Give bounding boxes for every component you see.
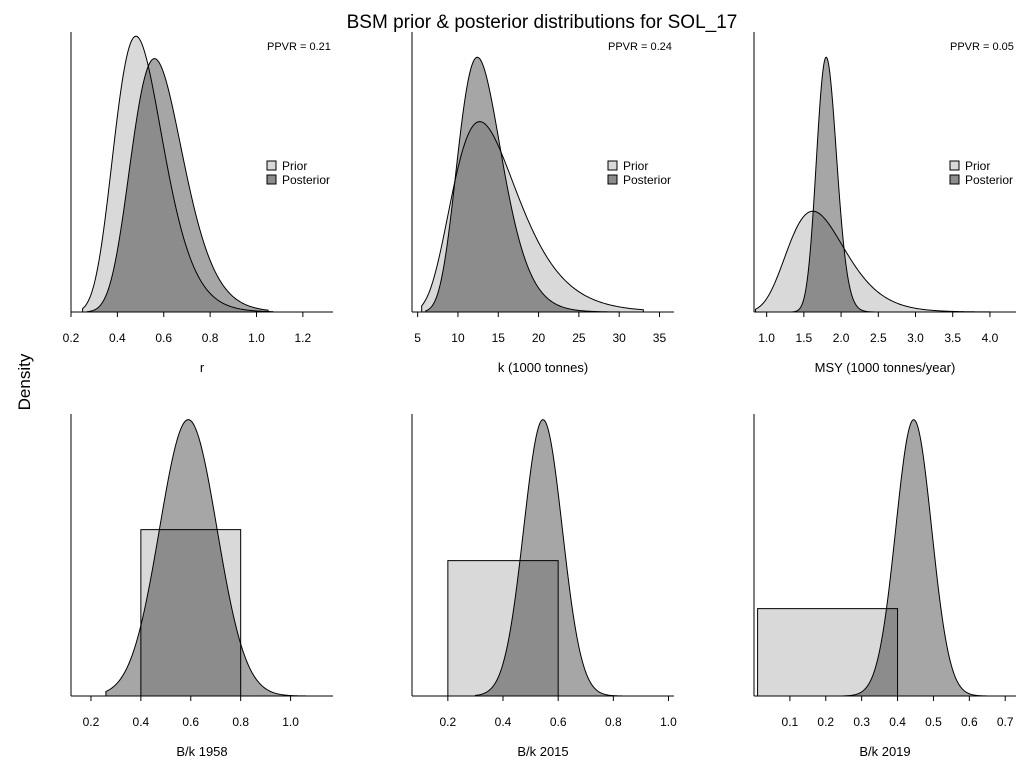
- x-tick-label: 0.8: [202, 331, 219, 345]
- x-tick-label: 0.8: [605, 715, 622, 729]
- y-axis-label: Density: [15, 353, 34, 410]
- x-tick-label: 25: [572, 331, 586, 345]
- legend-label-prior: Prior: [623, 159, 648, 173]
- panel-4: 0.2 0.4 0.6 0.8 1.0 B/k 1958: [70, 414, 333, 759]
- x-tick-label: 20: [532, 331, 546, 345]
- posterior-outline: [792, 56, 879, 313]
- x-tick-label: 0.8: [232, 715, 249, 729]
- x-tick-label: 0.2: [817, 715, 834, 729]
- prior-area: [755, 211, 990, 312]
- x-tick-label: 0.6: [182, 715, 199, 729]
- x-tick-label: 0.6: [961, 715, 978, 729]
- x-tick-label: 3.0: [907, 331, 924, 345]
- panel-6: 0.1 0.2 0.3 0.4 0.5 0.6 0.7 B/k 2019: [753, 414, 1016, 759]
- x-tick-label: 10: [451, 331, 465, 345]
- panel-5: 0.2 0.4 0.6 0.8 1.0 B/k 2015: [411, 414, 677, 759]
- panel-3: 1.0 1.5 2.0 2.5 3.0 3.5 4.0 MSY (1000 tonnes/ye…: [753, 32, 1016, 375]
- x-tick-label: 15: [492, 331, 506, 345]
- x-axis-label: k (1000 tonnes): [498, 360, 588, 375]
- x-tick-label: 1.5: [796, 331, 813, 345]
- x-tick-label: 1.0: [282, 715, 299, 729]
- posterior-outline: [425, 56, 620, 313]
- figure-title: BSM prior & posterior distributions for …: [347, 12, 738, 33]
- overlap-area: [792, 211, 879, 312]
- overlap-area: [425, 121, 620, 312]
- x-tick-label: 1.2: [295, 331, 312, 345]
- posterior-outline: [843, 419, 988, 697]
- legend-swatch-prior: [949, 160, 960, 171]
- x-tick-label: 30: [613, 331, 627, 345]
- x-tick-label: 0.7: [997, 715, 1014, 729]
- legend-swatch-posterior: [266, 174, 277, 185]
- panel-2: 5 10 15 20 25 30 35 k (1000 tonnes) PPVR = 0.24 P…: [411, 32, 674, 375]
- x-tick-label: 2.0: [833, 331, 850, 345]
- prior-outline: [421, 121, 644, 313]
- x-tick-label: 0.4: [133, 715, 150, 729]
- x-tick-label: 3.5: [944, 331, 961, 345]
- prior-outline: [754, 210, 991, 313]
- legend-swatch-posterior: [949, 174, 960, 185]
- x-tick-label: 0.4: [109, 331, 126, 345]
- x-tick-label: 0.2: [440, 715, 457, 729]
- x-tick-label: 0.4: [889, 715, 906, 729]
- legend-label-prior: Prior: [965, 159, 990, 173]
- posterior-outline: [105, 419, 307, 697]
- legend-swatch-posterior: [607, 174, 618, 185]
- legend-label-posterior: Posterior: [965, 173, 1013, 187]
- posterior-outline: [86, 58, 269, 313]
- x-tick-label: 0.2: [83, 715, 100, 729]
- x-axis-label: r: [200, 360, 205, 375]
- x-tick-label: 0.5: [925, 715, 942, 729]
- ppvr-label: PPVR = 0.21: [267, 41, 331, 53]
- legend-label-posterior: Posterior: [623, 173, 671, 187]
- x-tick-label: 0.6: [550, 715, 567, 729]
- x-tick-label: 35: [653, 331, 667, 345]
- x-tick-label: 0.1: [782, 715, 799, 729]
- ppvr-label: PPVR = 0.24: [608, 41, 672, 53]
- x-tick-label: 4.0: [982, 331, 999, 345]
- x-tick-label: 1.0: [660, 715, 677, 729]
- x-tick-label: 0.4: [495, 715, 512, 729]
- overlap-area: [140, 529, 241, 696]
- x-axis-label: MSY (1000 tonnes/year): [815, 360, 956, 375]
- x-tick-label: 2.5: [870, 331, 887, 345]
- posterior-area: [843, 419, 988, 696]
- legend-label-posterior: Posterior: [282, 173, 330, 187]
- prior-outline: [82, 35, 274, 313]
- x-tick-label: 0.3: [853, 715, 870, 729]
- x-tick-label: 0.6: [155, 331, 172, 345]
- x-axis-label: B/k 1958: [176, 744, 227, 759]
- x-tick-label: 1.0: [248, 331, 265, 345]
- x-tick-label: 1.0: [758, 331, 775, 345]
- x-tick-label: 0.2: [63, 331, 80, 345]
- panel-1: 0.2 0.4 0.6 0.8 1.0 1.2 r PPVR = 0.21 PriorPoste…: [63, 32, 333, 375]
- ppvr-label: PPVR = 0.05: [950, 41, 1014, 53]
- legend-label-prior: Prior: [282, 159, 307, 173]
- x-tick-label: 5: [414, 331, 421, 345]
- prior-area: [757, 608, 898, 696]
- x-axis-label: B/k 2015: [517, 744, 568, 759]
- posterior-outline: [474, 419, 628, 697]
- legend-swatch-prior: [607, 160, 618, 171]
- x-axis-label: B/k 2019: [859, 744, 910, 759]
- overlap-area: [475, 560, 559, 696]
- legend-swatch-prior: [266, 160, 277, 171]
